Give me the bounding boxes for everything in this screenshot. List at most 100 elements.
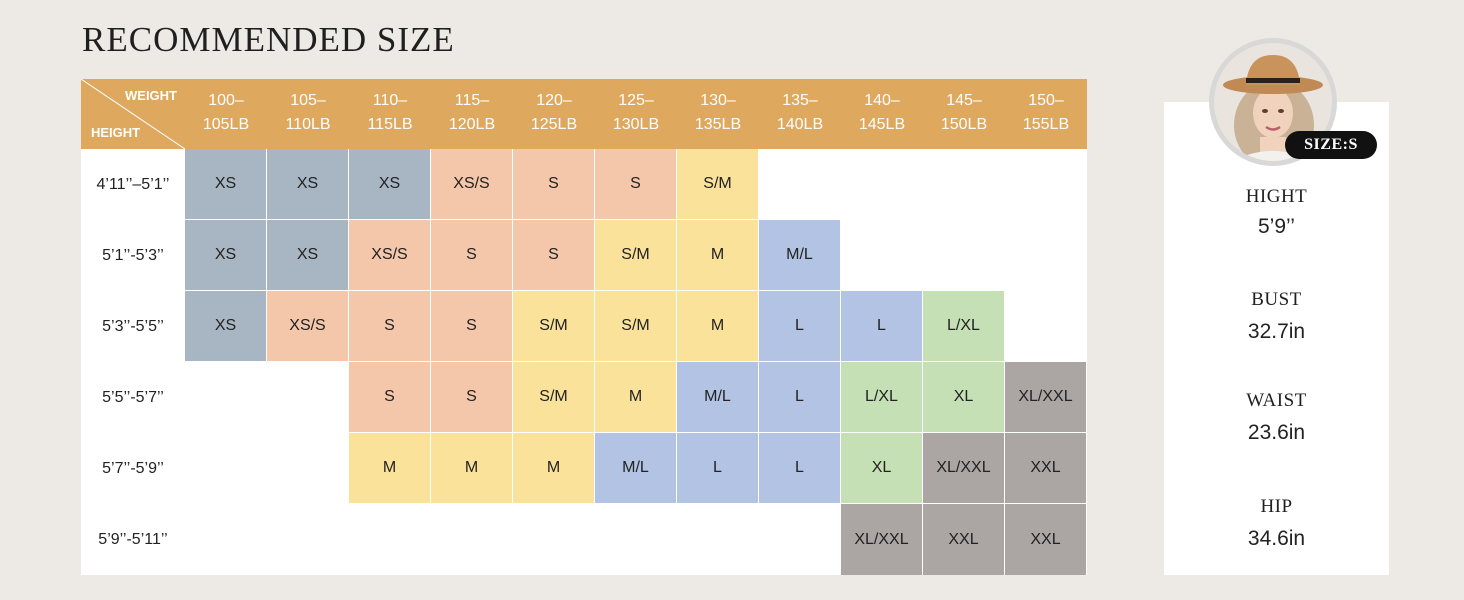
size-cell: L xyxy=(759,291,840,361)
weight-from: 110– xyxy=(372,92,408,109)
size-cell: S xyxy=(513,220,594,290)
weight-from: 130– xyxy=(700,92,736,109)
height-row-label: 5’7’’-5’9’’ xyxy=(102,459,164,477)
size-cell: XS xyxy=(267,220,348,290)
size-cell: M xyxy=(349,433,430,503)
weight-to: 140LB xyxy=(776,116,824,133)
weight-to: 145LB xyxy=(858,116,906,133)
size-cell: S/M xyxy=(513,362,594,432)
size-cell: XS/S xyxy=(349,220,430,290)
weight-to: 115LB xyxy=(367,116,413,133)
weight-header: 145– 150LB xyxy=(923,79,1005,149)
weight-header: 120– 125LB xyxy=(513,79,595,149)
size-cell: M/L xyxy=(759,220,840,290)
weight-to: 110LB xyxy=(285,116,331,133)
size-cell: S xyxy=(431,220,512,290)
size-cell: L xyxy=(759,362,840,432)
size-cell: L/XL xyxy=(841,362,922,432)
size-cell: L xyxy=(759,433,840,503)
height-row-label: 4’11’’–5’1’’ xyxy=(96,175,170,193)
size-cell: M xyxy=(677,220,758,290)
weight-to: 120LB xyxy=(448,116,496,133)
size-cell: S/M xyxy=(595,220,676,290)
height-row-label: 5’1’’-5’3’’ xyxy=(102,246,164,264)
weight-from: 100– xyxy=(208,92,244,109)
size-cell: L xyxy=(677,433,758,503)
hip-stat-value: 34.6in xyxy=(1247,527,1306,550)
height-row-label: 5’9’’-5’11’’ xyxy=(98,530,168,548)
weight-to: 130LB xyxy=(612,116,660,133)
corner-header: WEIGHT HEIGHT xyxy=(81,79,185,149)
size-cell: S xyxy=(431,291,512,361)
size-badge: SIZE:S xyxy=(1285,131,1377,159)
weight-to: 150LB xyxy=(940,116,988,133)
weight-header: 105– 110LB xyxy=(267,79,349,149)
size-cell: XL/XXL xyxy=(923,433,1004,503)
size-cell: M xyxy=(513,433,594,503)
size-cell: XXL xyxy=(1005,504,1086,575)
height-row-label: 5’3’’-5’5’’ xyxy=(102,317,164,335)
size-cell: S/M xyxy=(677,149,758,219)
size-cell: XS xyxy=(267,149,348,219)
size-cell: S xyxy=(349,291,430,361)
size-cell: XL xyxy=(841,433,922,503)
size-cell: XS xyxy=(349,149,430,219)
bust-stat-label: BUST xyxy=(1251,289,1302,310)
size-cell: S/M xyxy=(595,291,676,361)
weight-header: 115– 120LB xyxy=(431,79,513,149)
height-stat-value: 5’9’’ xyxy=(1258,215,1295,238)
weight-from: 125– xyxy=(618,92,654,109)
size-cell: S xyxy=(595,149,676,219)
size-cell: XS xyxy=(185,291,266,361)
size-cell: S/M xyxy=(513,291,594,361)
weight-header: 130– 135LB xyxy=(677,79,759,149)
weight-axis-label: WEIGHT xyxy=(125,88,177,103)
size-cell: XXL xyxy=(923,504,1004,575)
weight-header-row xyxy=(81,79,1087,149)
weight-from: 105– xyxy=(290,92,326,109)
height-axis-label: HEIGHT xyxy=(91,125,141,140)
weight-from: 135– xyxy=(782,92,818,109)
size-cell: L xyxy=(841,291,922,361)
weight-from: 140– xyxy=(864,92,900,109)
size-cell: XL/XXL xyxy=(841,504,922,575)
height-stat-label: HIGHT xyxy=(1245,186,1308,207)
size-cell: M xyxy=(431,433,512,503)
size-cell: M xyxy=(677,291,758,361)
size-cell: XL/XXL xyxy=(1005,362,1086,432)
size-cell: S xyxy=(431,362,512,432)
weight-header: 110– 115LB xyxy=(349,79,431,149)
weight-header: 135– 140LB xyxy=(759,79,841,149)
weight-from: 115– xyxy=(454,92,490,109)
size-cell: M/L xyxy=(595,433,676,503)
weight-to: 155LB xyxy=(1022,116,1070,133)
size-chart: WEIGHT HEIGHT 100– 105LB 105– 110LB 110–… xyxy=(81,79,1087,575)
size-cell: M/L xyxy=(677,362,758,432)
weight-header: 140– 145LB xyxy=(841,79,923,149)
size-cell: XS/S xyxy=(431,149,512,219)
weight-header: 125– 130LB xyxy=(595,79,677,149)
weight-header: 100– 105LB xyxy=(185,79,267,149)
weight-to: 135LB xyxy=(694,116,742,133)
model-info-panel xyxy=(1164,102,1389,575)
weight-header: 150– 155LB xyxy=(1005,79,1087,149)
weight-to: 105LB xyxy=(202,116,250,133)
size-cell: XXL xyxy=(1005,433,1086,503)
size-cell: XS xyxy=(185,149,266,219)
waist-stat-value: 23.6in xyxy=(1247,421,1306,444)
weight-from: 150– xyxy=(1028,92,1064,109)
page-title: RECOMMENDED SIZE xyxy=(82,20,455,59)
bust-stat-value: 32.7in xyxy=(1247,320,1306,343)
size-cell: S xyxy=(513,149,594,219)
hip-stat-label: HIP xyxy=(1260,496,1293,517)
height-row-label: 5’5’’-5’7’’ xyxy=(102,388,164,406)
size-cell: XL xyxy=(923,362,1004,432)
waist-stat-label: WAIST xyxy=(1246,390,1307,411)
size-cell: L/XL xyxy=(923,291,1004,361)
weight-to: 125LB xyxy=(530,116,578,133)
size-cell: XS/S xyxy=(267,291,348,361)
size-cell: S xyxy=(349,362,430,432)
corner-diagonal xyxy=(81,79,185,149)
weight-from: 120– xyxy=(536,92,572,109)
size-cell: XS xyxy=(185,220,266,290)
